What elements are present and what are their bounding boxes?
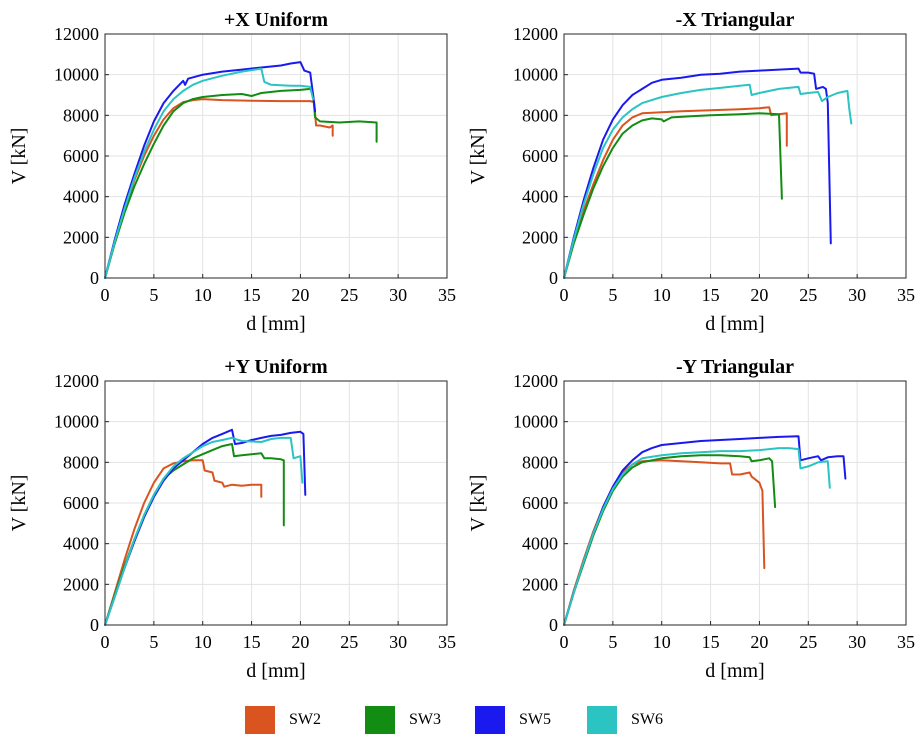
x-tick-label: 5: [608, 632, 617, 652]
x-tick-label: 35: [438, 632, 456, 652]
y-tick-label: 10000: [513, 412, 558, 432]
legend-label-sw5: SW5: [519, 711, 551, 728]
subplot-3: 0 5 10 15 20 25 30 35 0 2000 4000 6000 8000 10000 1200…: [8, 356, 456, 682]
x-tick-label: 0: [101, 285, 110, 305]
x-tick-label: 20: [291, 632, 309, 652]
subplot-1: 0 5 10 15 20 25 30 35 0 2000 4000 6000 8000 10000 1200…: [8, 9, 456, 335]
x-tick-label: 30: [389, 632, 407, 652]
y-tick-label: 10000: [54, 412, 99, 432]
y-tick-label: 6000: [63, 146, 99, 166]
x-tick-label: 35: [438, 285, 456, 305]
chart-title: -X Triangular: [676, 9, 795, 31]
series-line-sw6: [563, 83, 853, 279]
x-tick-label: 30: [389, 285, 407, 305]
y-tick-label: 0: [90, 268, 99, 288]
subplot-2: 0 5 10 15 20 25 30 35 0 2000 4000 6000 8000 10000 1200…: [467, 9, 915, 335]
x-tick-label: 20: [291, 285, 309, 305]
x-tick-label: 20: [750, 285, 768, 305]
legend-label-sw3: SW3: [409, 711, 441, 728]
x-tick-label: 5: [608, 285, 617, 305]
x-tick-label: 25: [799, 632, 817, 652]
y-tick-label: 8000: [522, 105, 558, 125]
subplot-4: 0 5 10 15 20 25 30 35 0 2000 4000 6000 8000 10000 1200…: [467, 356, 915, 682]
y-tick-label: 6000: [63, 493, 99, 513]
series-line-sw6: [104, 436, 304, 626]
x-tick-label: 10: [653, 285, 671, 305]
x-tick-label: 25: [340, 632, 358, 652]
y-tick-label: 2000: [63, 574, 99, 594]
y-tick-label: 6000: [522, 493, 558, 513]
y-axis-label: V [kN]: [467, 128, 489, 185]
y-tick-label: 6000: [522, 146, 558, 166]
x-axis-label: d [mm]: [246, 313, 305, 335]
x-tick-label: 15: [702, 285, 720, 305]
y-tick-label: 2000: [522, 227, 558, 247]
y-axis-label: V [kN]: [467, 475, 489, 532]
y-tick-label: 12000: [513, 371, 558, 391]
x-tick-label: 35: [897, 285, 915, 305]
legend-swatch-sw3: [365, 706, 395, 734]
y-tick-label: 0: [90, 615, 99, 635]
x-tick-label: 35: [897, 632, 915, 652]
y-tick-label: 2000: [522, 574, 558, 594]
x-axis-label: d [mm]: [705, 313, 764, 335]
y-axis-label: V [kN]: [8, 128, 30, 185]
x-tick-label: 15: [243, 285, 261, 305]
series-line-sw3: [104, 87, 378, 279]
series-line-sw2: [104, 459, 263, 626]
y-tick-label: 8000: [63, 105, 99, 125]
chart-title: -Y Triangular: [676, 356, 794, 378]
x-tick-label: 30: [848, 285, 866, 305]
y-tick-label: 12000: [54, 24, 99, 44]
y-tick-label: 0: [549, 615, 558, 635]
x-tick-label: 20: [750, 632, 768, 652]
x-tick-label: 10: [194, 285, 212, 305]
legend-swatch-sw6: [587, 706, 617, 734]
y-tick-label: 4000: [63, 534, 99, 554]
series-line-sw5: [104, 61, 317, 279]
y-tick-label: 2000: [63, 227, 99, 247]
x-tick-label: 5: [149, 632, 158, 652]
x-tick-label: 15: [702, 632, 720, 652]
y-tick-label: 12000: [54, 371, 99, 391]
x-tick-label: 30: [848, 632, 866, 652]
legend: SW2 SW3 SW5 SW6: [0, 700, 923, 737]
legend-swatch-sw5: [475, 706, 505, 734]
y-tick-label: 10000: [54, 65, 99, 85]
x-axis-label: d [mm]: [705, 660, 764, 682]
legend-swatch-sw2: [245, 706, 275, 734]
x-tick-label: 25: [799, 285, 817, 305]
x-tick-label: 15: [243, 632, 261, 652]
y-tick-label: 10000: [513, 65, 558, 85]
series-line-sw6: [563, 447, 831, 626]
chart-title: +Y Uniform: [224, 356, 328, 378]
legend-label-sw6: SW6: [631, 711, 663, 728]
x-tick-label: 5: [149, 285, 158, 305]
legend-label-sw2: SW2: [289, 711, 321, 728]
series-line-sw3: [563, 112, 783, 279]
y-tick-label: 8000: [522, 452, 558, 472]
x-axis-label: d [mm]: [246, 660, 305, 682]
y-tick-label: 12000: [513, 24, 558, 44]
x-tick-label: 0: [560, 285, 569, 305]
x-tick-label: 0: [560, 632, 569, 652]
series-line-sw6: [104, 67, 315, 279]
x-tick-label: 10: [194, 632, 212, 652]
y-tick-label: 8000: [63, 452, 99, 472]
chart-title: +X Uniform: [224, 9, 329, 31]
y-tick-label: 0: [549, 268, 558, 288]
y-tick-label: 4000: [63, 187, 99, 207]
y-axis-label: V [kN]: [8, 475, 30, 532]
x-tick-label: 10: [653, 632, 671, 652]
x-tick-label: 25: [340, 285, 358, 305]
y-tick-label: 4000: [522, 534, 558, 554]
x-tick-label: 0: [101, 632, 110, 652]
y-tick-label: 4000: [522, 187, 558, 207]
series-line-sw5: [563, 67, 832, 279]
series-line-sw2: [563, 106, 788, 279]
